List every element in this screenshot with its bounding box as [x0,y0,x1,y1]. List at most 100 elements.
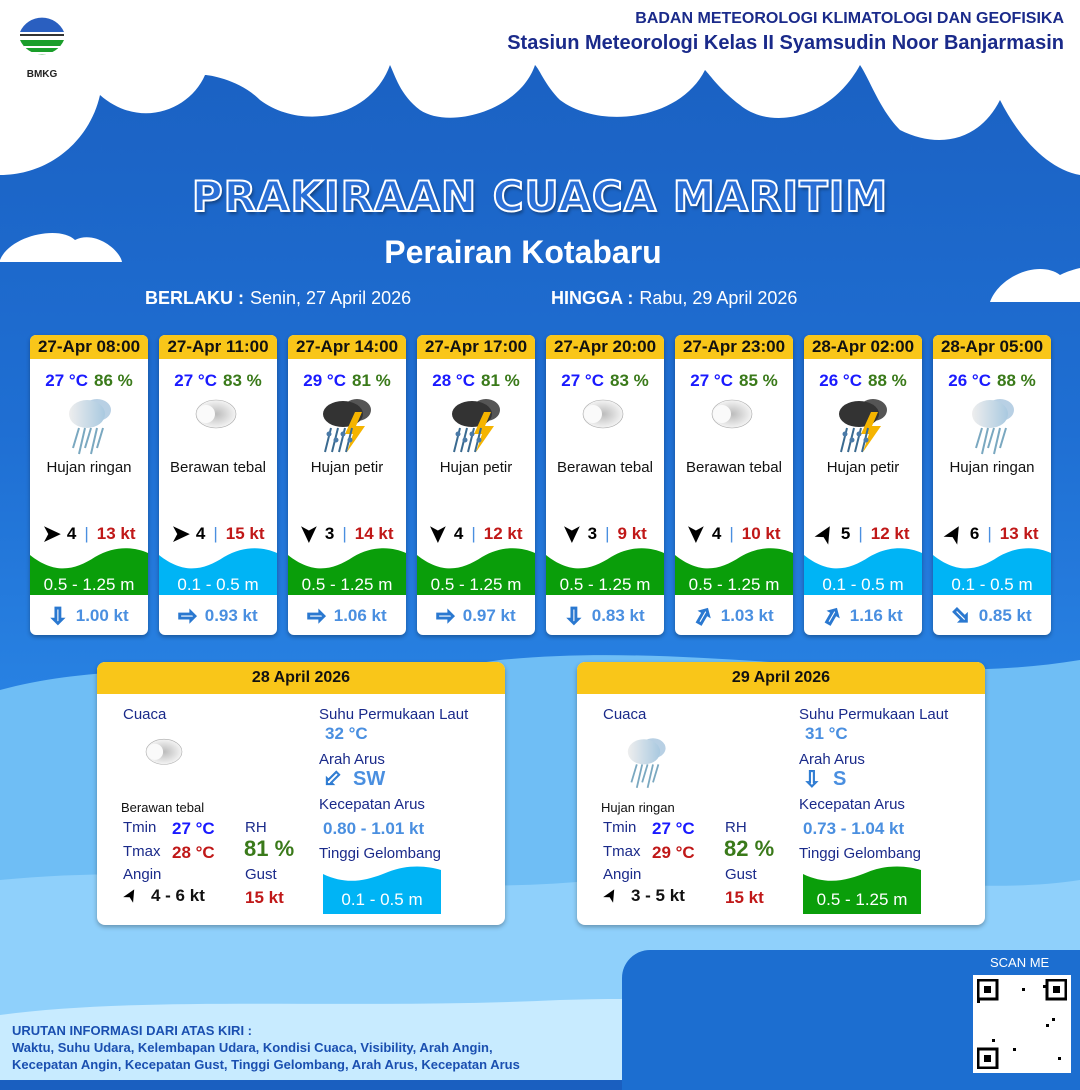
gust-speed: 13 kt [96,524,136,543]
weather-condition: Berawan tebal [170,459,266,476]
gust-speed: 10 kt [741,524,781,543]
weather-condition: Hujan petir [310,459,384,476]
tmax-value: 29 °C [652,843,695,862]
forecast-card: 27-Apr 23:00 27 °C 85 % Berawan tebal ➤ 4 |… [675,335,793,635]
light-rain-icon [933,391,1051,459]
tmax-value: 28 °C [172,843,215,862]
forecast-card: 27-Apr 17:00 28 °C 81 % Hujan petir ➤ 4 | 12… [417,335,535,635]
wind-direction-icon: ➤ [938,519,970,548]
wind-direction-icon: ➤ [809,519,841,548]
wave-height-green: 0.5 - 1.25 m [675,545,793,601]
current-direction-icon: ⇨ [178,603,197,629]
wind-direction-icon: ➤ [426,524,452,544]
tmin-label: Tmin [603,819,637,836]
current-speed: 1.03 kt [720,606,774,625]
gust-speed: 14 kt [354,524,394,543]
weather-label: Cuaca [123,706,167,723]
forecast-time: 28-Apr 02:00 [804,335,922,359]
gust-speed: 9 kt [617,524,647,543]
wave-height: 0.5 - 1.25 m [430,575,522,594]
wind-direction-icon: ➤ [684,524,710,544]
valid-to-label: HINGGA : [551,288,634,308]
org-header: BADAN METEOROLOGI KLIMATOLOGI DAN GEOFIS… [507,10,1064,55]
wave-height-cyan: 0.1 - 0.5 m [933,545,1051,601]
weather-condition: Berawan tebal [557,459,653,476]
cloudy-icon [137,732,195,796]
cloudy-icon [546,391,664,459]
air-temp: 27 °C [174,371,217,390]
weather-condition: Hujan ringan [949,459,1035,476]
sst-label: Suhu Permukaan Laut [319,706,469,723]
current-speed: 0.85 kt [978,606,1032,625]
panel-date: 28 April 2026 [97,662,505,694]
gust-value: 15 kt [725,888,764,907]
gust-speed: 12 kt [870,524,910,543]
weather-condition: Berawan tebal [686,459,782,476]
wind-direction-icon: ➤ [598,883,623,907]
air-temp: 27 °C [561,371,604,390]
wave-height: 0.1 - 0.5 m [822,575,904,594]
air-temp: 27 °C [690,371,733,390]
humidity: 81 % [480,371,520,390]
sst-value: 32 °C [325,724,368,743]
wave-height-cyan: 0.1 - 0.5 m [159,545,277,601]
wind-label: Angin [603,866,642,883]
wind-direction-icon: ➤ [171,521,190,546]
wave-height: 0.1 - 0.5 m [177,575,259,594]
gust-speed: 13 kt [999,524,1039,543]
valid-from: BERLAKU : Senin, 27 April 2026 [145,288,411,309]
gust-speed: 12 kt [483,524,523,543]
wind-label: Angin [123,866,162,883]
weather-condition: Hujan petir [439,459,513,476]
tmax-label: Tmax [603,843,641,860]
forecast-time: 27-Apr 23:00 [675,335,793,359]
forecast-card: 27-Apr 11:00 27 °C 83 % Berawan tebal ➤ 4 |… [159,335,277,635]
tmin-value: 27 °C [652,819,695,838]
current-direction-icon: ⇨ [307,603,326,629]
forecast-time: 27-Apr 17:00 [417,335,535,359]
sst-value: 31 °C [805,724,848,743]
valid-to-date: Rabu, 29 April 2026 [639,288,798,308]
current-speed-range: 0.80 - 1.01 kt [323,819,425,838]
weather-condition: Berawan tebal [121,800,205,815]
separator: | [987,524,992,543]
forecast-card: 27-Apr 20:00 27 °C 83 % Berawan tebal ➤ 3 |… [546,335,664,635]
separator: | [729,524,734,543]
wind-range: 3 - 5 kt [631,886,685,905]
cloudy-icon [159,391,277,459]
valid-from-label: BERLAKU : [145,288,244,308]
current-direction-value: S [833,768,847,790]
qr-code[interactable] [973,975,1071,1073]
current-speed-range: 0.73 - 1.04 kt [803,819,905,838]
footer-line-1: Waktu, Suhu Udara, Kelembapan Udara, Kon… [12,1040,493,1055]
footer-line-2: Kecepatan Angin, Kecepatan Gust, Tinggi … [12,1057,520,1072]
current-speed: 0.97 kt [462,606,516,625]
current-speed-label: Kecepatan Arus [319,796,425,813]
light-rain-icon [617,732,675,796]
wind-speed: 3 [324,524,335,543]
humidity: 88 % [867,371,907,390]
air-temp: 26 °C [819,371,862,390]
wave-height: 0.1 - 0.5 m [951,575,1033,594]
wind-direction-icon: ➤ [560,524,586,544]
current-direction-value: SW [353,768,386,790]
gust-label: Gust [725,866,757,883]
weather-condition: Hujan ringan [601,800,675,815]
gust-label: Gust [245,866,277,883]
wind-speed: 3 [587,524,598,543]
wind-direction-icon: ➤ [42,521,61,546]
current-direction-icon: ⇨ [816,601,848,630]
wind-speed: 5 [840,524,851,543]
station-name: Stasiun Meteorologi Kelas II Syamsudin N… [507,32,1064,54]
wave-height: 0.5 - 1.25 m [559,575,651,594]
daily-panel-29: 29 April 2026 Cuaca Hujan ringan Tmin 27 … [577,662,985,925]
org-name: BADAN METEOROLOGI KLIMATOLOGI DAN GEOFIS… [635,10,1064,27]
tmax-label: Tmax [123,843,161,860]
wave-height-cyan: 0.1 - 0.5 m [804,545,922,601]
wave-height-cyan: 0.1 - 0.5 m [323,866,441,914]
wave-height: 0.5 - 1.25 m [301,575,393,594]
weather-condition: Hujan ringan [46,459,132,476]
forecast-card: 27-Apr 14:00 29 °C 81 % Hujan petir ➤ 3 | 14… [288,335,406,635]
air-temp: 26 °C [948,371,991,390]
page-subtitle: Perairan Kotabaru [384,234,662,270]
